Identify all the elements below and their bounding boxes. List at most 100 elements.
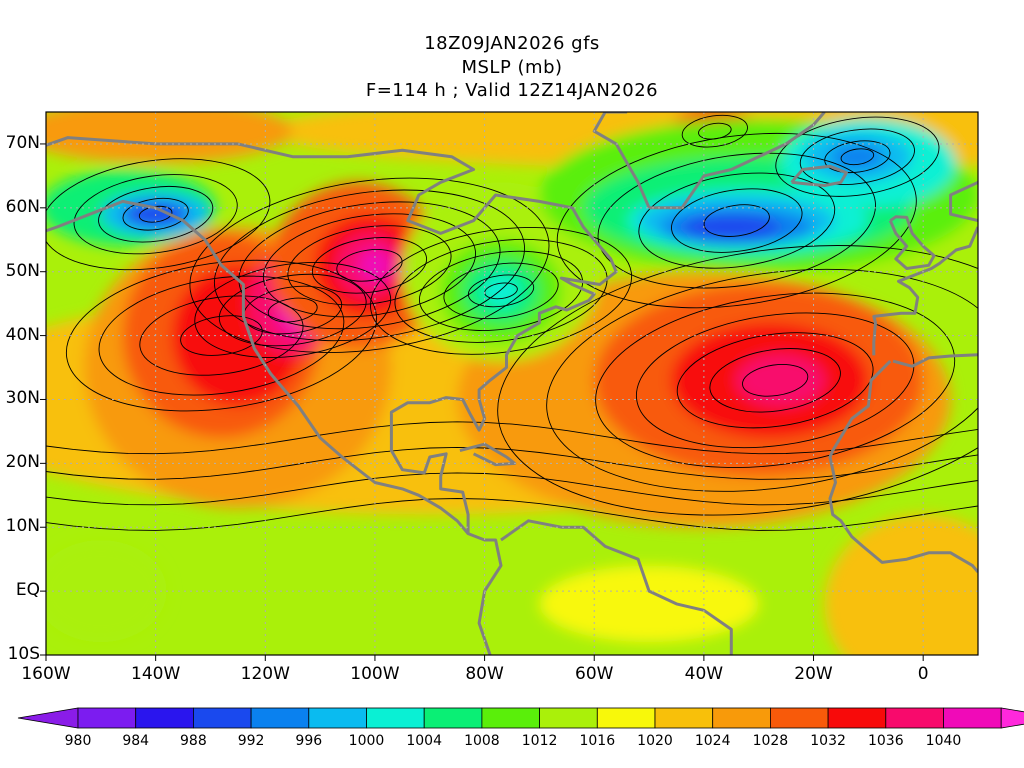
- colorbar-swatch-1028: [770, 707, 829, 729]
- colorbar-swatch-1008: [481, 707, 540, 729]
- isobar-19: [635, 312, 915, 449]
- isobar-34: [840, 148, 875, 166]
- lat-label-40n: 40N: [5, 324, 40, 345]
- isobar-14: [98, 275, 345, 396]
- isobar-39: [122, 197, 189, 231]
- coastline-12: [828, 360, 978, 573]
- colorbar-swatch-1040: [943, 707, 1002, 729]
- isobar-18: [676, 332, 874, 429]
- lat-label-70n: 70N: [5, 132, 40, 153]
- colorbar-label-1036: 1036: [867, 733, 904, 749]
- isobar-1: [336, 249, 403, 282]
- isobar-6: [213, 189, 525, 342]
- isobar-5: [238, 201, 501, 330]
- lon-label-100w: 100W: [350, 664, 400, 684]
- coastline-1: [46, 199, 503, 655]
- coastline-13: [892, 353, 978, 368]
- coastline-3: [46, 136, 618, 432]
- colorbar-label-1008: 1008: [464, 733, 500, 749]
- isobar-zonal-4: [46, 498, 978, 531]
- lon-label-20w: 20W: [794, 664, 833, 684]
- colorbar-label-1024: 1024: [694, 733, 731, 749]
- colorbar-swatch-1000: [366, 707, 425, 729]
- colorbar-label-1032: 1032: [810, 733, 846, 749]
- colorbar-label-996: 996: [295, 733, 323, 749]
- lat-label-30n: 30N: [5, 388, 40, 409]
- coastline-9: [949, 143, 978, 223]
- colorbar-swatch-984: [135, 707, 194, 729]
- lon-label-40w: 40W: [684, 664, 724, 684]
- colorbar-label-1016: 1016: [579, 733, 616, 749]
- colorbar-label-980: 980: [64, 733, 92, 749]
- isobar-3: [287, 225, 452, 306]
- colorbar-swatch-996: [308, 707, 367, 729]
- isobar-43: [698, 122, 732, 140]
- isobar-12: [180, 315, 263, 356]
- lat-label-10n: 10N: [5, 516, 40, 537]
- isobar-24: [467, 274, 535, 308]
- isobar-37: [775, 116, 940, 197]
- colorbar-label-1004: 1004: [406, 733, 442, 749]
- colorbar-swatch-1024: [712, 707, 771, 729]
- colorbar-label-1028: 1028: [752, 733, 789, 749]
- coastline-11: [872, 226, 978, 356]
- colorbar-label-984: 984: [122, 733, 150, 749]
- colorbar-swatch-1020: [654, 707, 714, 729]
- isobar-41: [73, 174, 238, 255]
- isobar-zonal-1: [46, 421, 978, 455]
- lat-label-eq: EQ: [15, 580, 40, 601]
- isobar-7: [189, 177, 550, 353]
- isobar-35: [824, 140, 891, 174]
- isobar-16: [742, 363, 809, 397]
- lat-label-60n: 60N: [5, 196, 40, 217]
- isobar-42: [46, 158, 271, 271]
- map-title-line3: F=114 h ; Valid 12Z14JAN2026: [365, 80, 659, 101]
- colorbar-over-arrow: [1000, 707, 1024, 729]
- lat-label-20n: 20N: [5, 452, 40, 473]
- lon-label-140w: 140W: [131, 664, 181, 684]
- colorbar-label-988: 988: [180, 733, 207, 749]
- pressure-region-28: [681, 214, 781, 240]
- isobar-17: [709, 348, 841, 413]
- isobar-27: [394, 238, 608, 343]
- lon-label-60w: 60W: [575, 664, 614, 684]
- colorbar-swatch-1016: [596, 707, 656, 729]
- isobar-26: [418, 250, 584, 331]
- isobar-22: [497, 245, 978, 516]
- pressure-region-22: [481, 274, 521, 307]
- colorbar-swatch-1004: [423, 707, 483, 729]
- isobar-zonal-2: [46, 446, 978, 480]
- colorbar-label-1012: 1012: [521, 733, 558, 749]
- lon-label-120w: 120W: [240, 664, 290, 684]
- colorbar-swatch-1012: [539, 707, 598, 729]
- map-frame: [45, 111, 979, 656]
- isobar-29: [703, 204, 770, 237]
- coastline-4: [389, 425, 470, 534]
- coastline-5: [459, 442, 517, 467]
- isobar-31: [638, 172, 836, 269]
- colorbar-swatch-988: [192, 707, 252, 729]
- pressure-region-5: [46, 112, 293, 164]
- isobar-40: [98, 186, 214, 243]
- isobar-25: [443, 262, 559, 320]
- colorbar-label-992: 992: [237, 733, 265, 749]
- coastline-8: [790, 164, 848, 187]
- colorbar-label-1000: 1000: [348, 733, 385, 749]
- colorbar-label-1020: 1020: [637, 733, 673, 749]
- pressure-region-16: [736, 354, 825, 406]
- isobar-32: [597, 152, 876, 289]
- pressure-region-36: [539, 565, 759, 643]
- colorbar-swatch-1036: [885, 707, 944, 729]
- lon-label-0: 0: [917, 664, 929, 684]
- colorbar-label-1040: 1040: [925, 733, 962, 749]
- coastline-2: [500, 519, 733, 655]
- colorbar-swatch-980: [77, 707, 137, 729]
- colorbar-swatch-992: [250, 707, 310, 729]
- colorbar-swatch-1032: [827, 707, 887, 729]
- lon-label-160w: 160W: [21, 664, 71, 684]
- isobar-15: [65, 259, 377, 412]
- isobar-10: [218, 273, 367, 347]
- pressure-region-31: [829, 143, 885, 170]
- coastline-10: [888, 215, 936, 270]
